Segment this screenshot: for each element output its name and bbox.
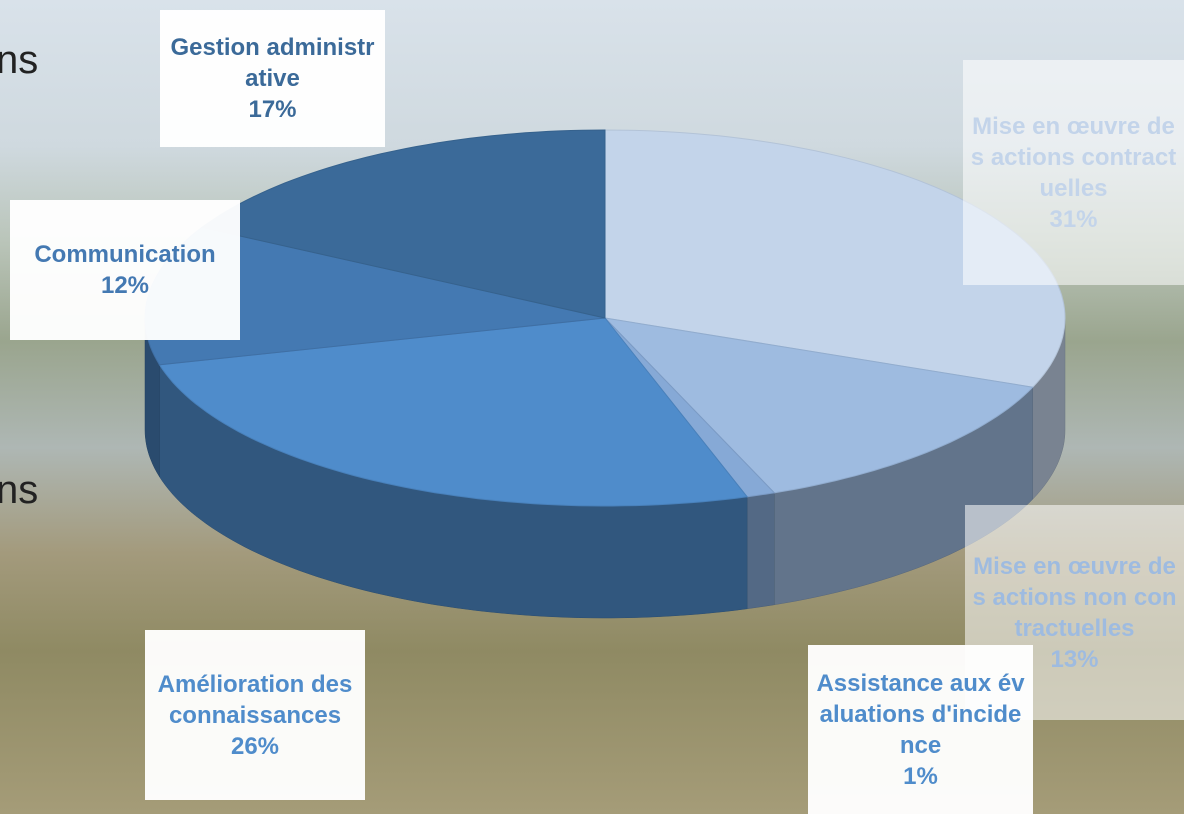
data-label: Communication 12% [10,200,240,340]
slice [158,317,749,507]
slice-side [746,492,775,610]
category-label: Mise en œuvre des actions contractuelles [970,112,1177,202]
value-label: 31% [1049,205,1098,233]
category-label: Gestion administrative [170,34,375,92]
value-label: 13% [1050,645,1099,673]
slide-text: ns [0,38,39,82]
value-label: 26% [230,732,280,760]
category-label: Communication [34,241,216,268]
value-label: 12% [100,272,150,299]
data-label: Amélioration des connaissances 26% [145,630,365,800]
value-label: 1% [903,762,938,790]
value-label: 17% [248,96,297,123]
data-label: Mise en œuvre des actions contractuelles… [963,60,1184,285]
category-label: Assistance aux évaluations d'incidence [816,669,1025,759]
slide-text: ns [0,468,39,512]
data-label: Gestion administrative 17% [160,10,385,147]
data-label: Assistance aux évaluations d'incidence 1% [808,645,1033,814]
category-label: Mise en œuvre des actions non contractue… [972,552,1177,642]
slice [200,129,606,319]
data-label: Mise en œuvre des actions non contractue… [965,505,1184,720]
slice [603,317,1034,494]
category-label: Amélioration des connaissances [157,670,353,729]
